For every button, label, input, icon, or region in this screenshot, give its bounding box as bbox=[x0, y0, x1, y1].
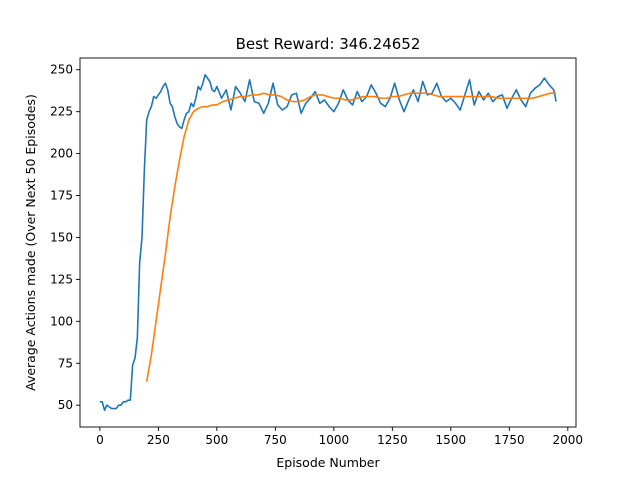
y-tick-label: 50 bbox=[58, 398, 73, 412]
series-line-1 bbox=[145, 92, 557, 382]
y-tick-label: 225 bbox=[50, 105, 73, 119]
chart-title: Best Reward: 346.24652 bbox=[236, 35, 421, 53]
x-tick-label: 1250 bbox=[377, 433, 408, 447]
y-tick-label: 200 bbox=[50, 147, 73, 161]
x-tick-label: 0 bbox=[96, 433, 104, 447]
x-tick-label: 1500 bbox=[436, 433, 467, 447]
series-line-0 bbox=[99, 73, 557, 412]
x-axis: 0 250 500 750 1000 1250 1500 1750 2000 bbox=[96, 427, 583, 447]
y-axis: 50 75 100 125 150 175 200 225 250 bbox=[50, 63, 80, 412]
axes-frame bbox=[79, 57, 577, 428]
x-tick-label: 750 bbox=[264, 433, 287, 447]
x-tick-label: 500 bbox=[205, 433, 228, 447]
x-tick-label: 1000 bbox=[319, 433, 350, 447]
series-layer bbox=[99, 73, 557, 412]
y-tick-label: 175 bbox=[50, 189, 73, 203]
x-tick-label: 250 bbox=[147, 433, 170, 447]
y-axis-label: Average Actions made (Over Next 50 Episo… bbox=[23, 94, 38, 391]
x-tick-label: 1750 bbox=[494, 433, 525, 447]
x-tick-label: 2000 bbox=[553, 433, 584, 447]
y-tick-label: 125 bbox=[50, 272, 73, 286]
y-tick-label: 150 bbox=[50, 230, 73, 244]
plot-area bbox=[80, 58, 576, 427]
y-tick-label: 100 bbox=[50, 314, 73, 328]
y-tick-label: 75 bbox=[58, 356, 73, 370]
x-axis-label: Episode Number bbox=[276, 455, 380, 470]
y-tick-label: 250 bbox=[50, 63, 73, 77]
